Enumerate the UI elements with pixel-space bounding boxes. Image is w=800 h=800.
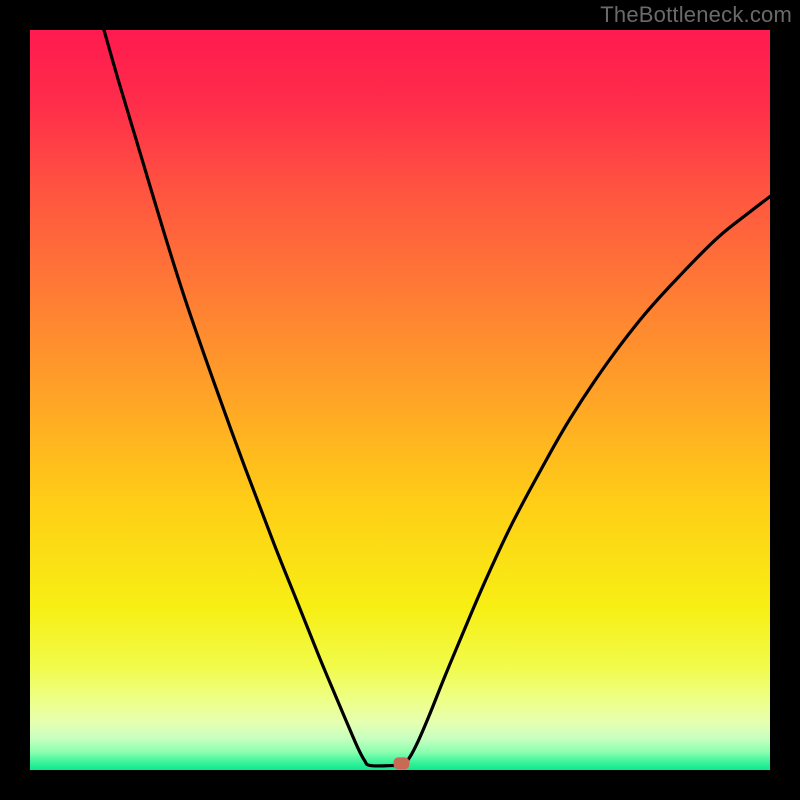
optimal-point-marker — [393, 757, 409, 769]
chart-svg-layer — [30, 30, 770, 770]
watermark-text: TheBottleneck.com — [600, 2, 792, 28]
bottleneck-chart — [30, 30, 770, 770]
bottleneck-curve — [104, 30, 770, 766]
